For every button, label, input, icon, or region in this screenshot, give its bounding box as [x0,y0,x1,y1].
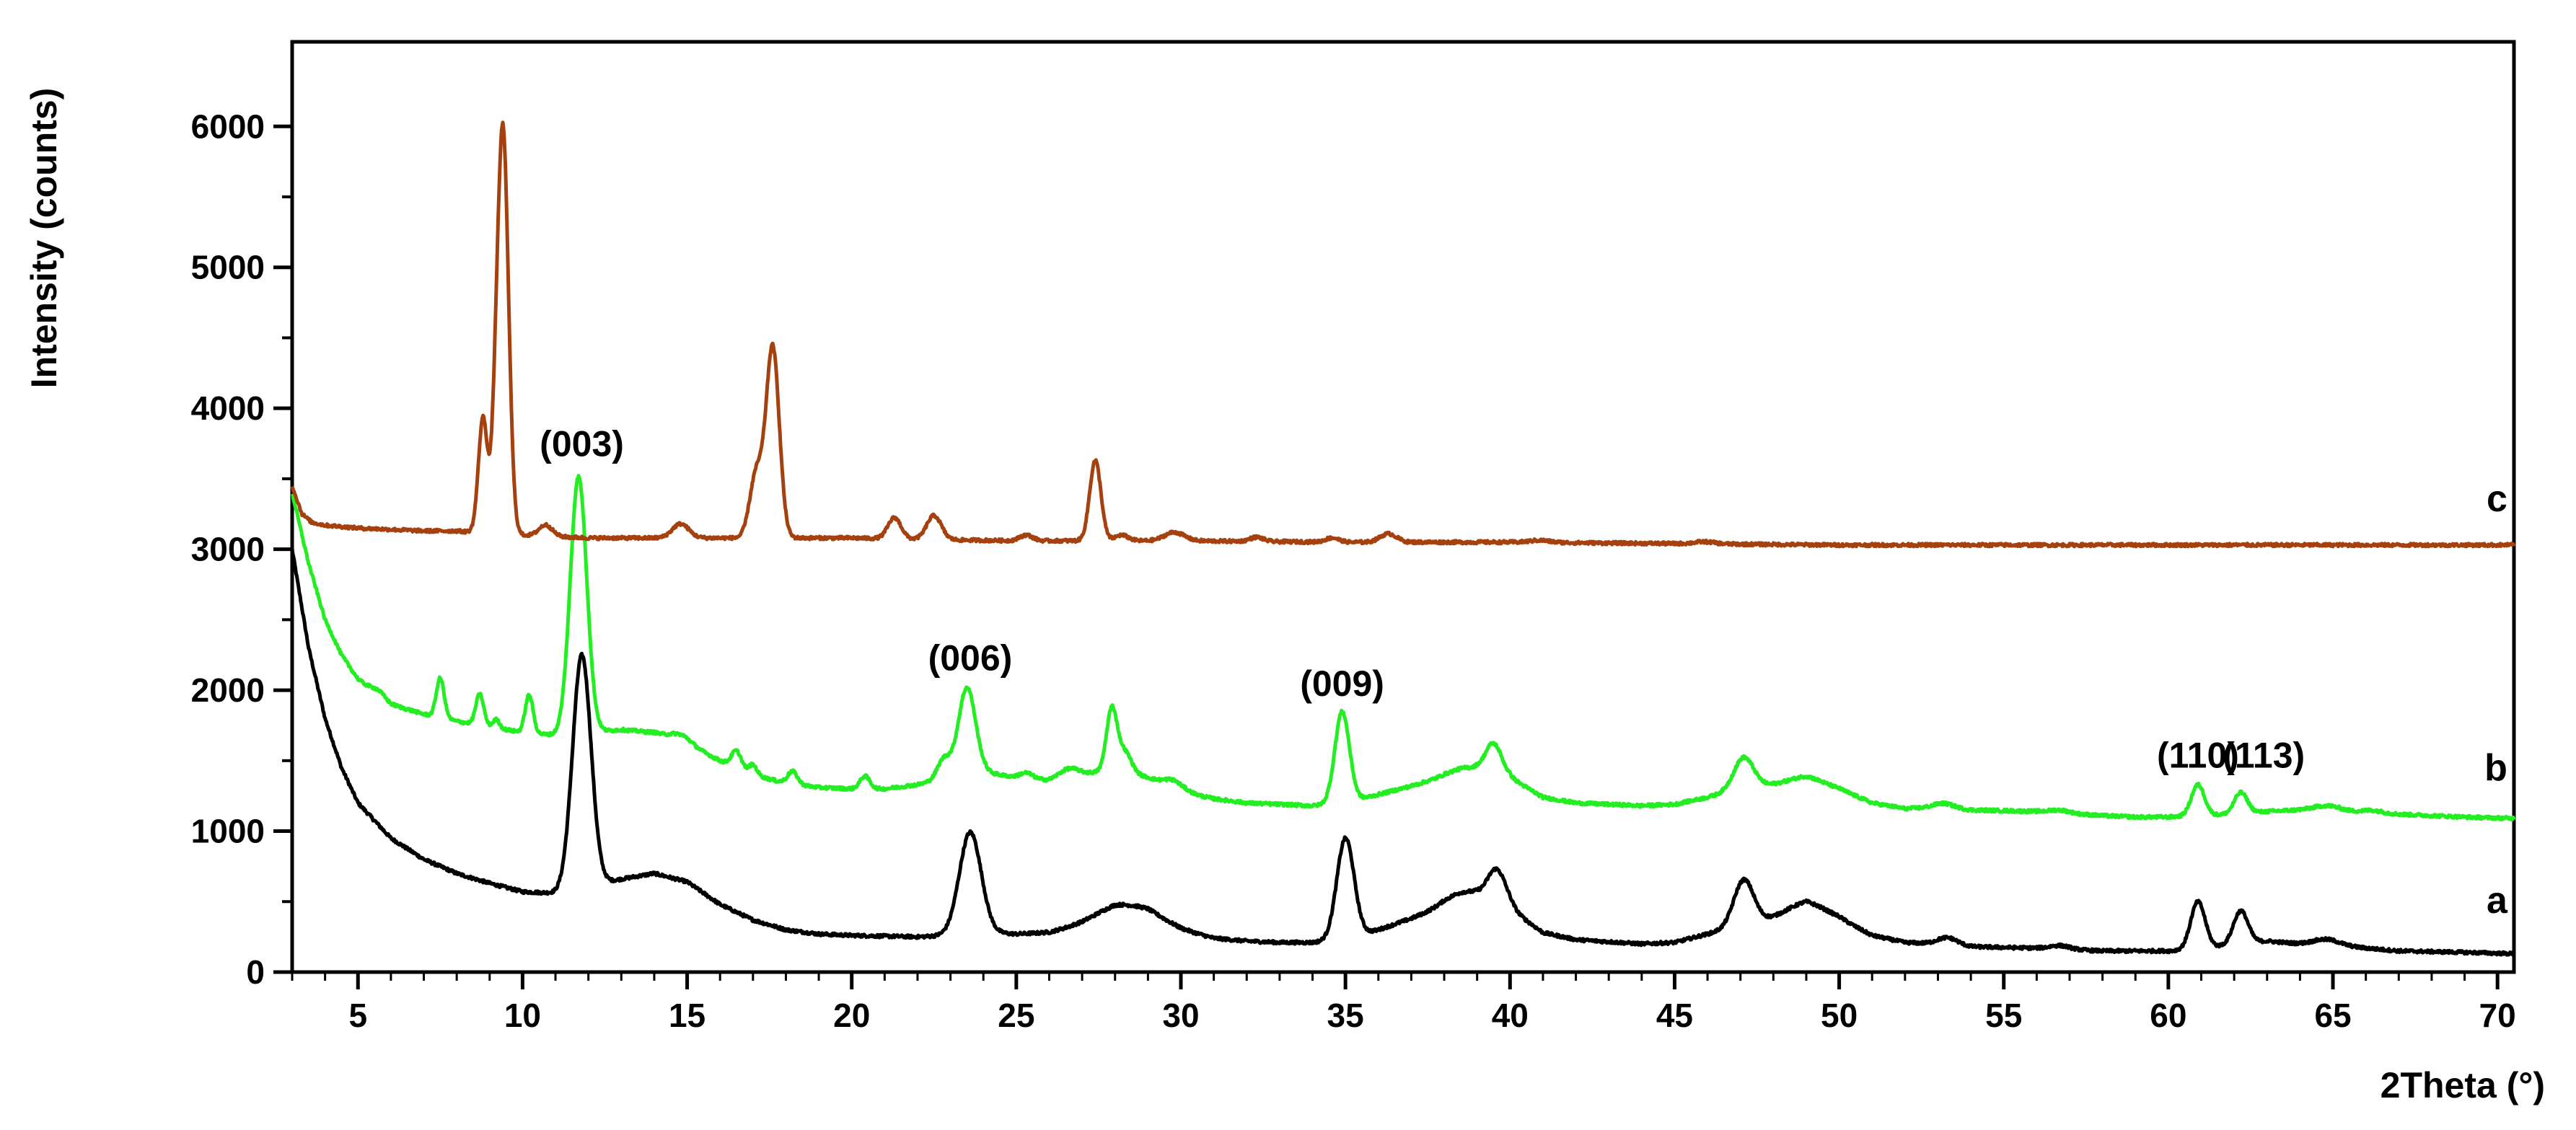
y-tick-label: 0 [246,953,265,991]
peak-annotation: (009) [1300,663,1384,704]
y-tick-label: 1000 [191,813,265,850]
peak-annotation: (110) [2157,736,2239,776]
series-label-b: b [2484,747,2507,789]
y-axis-ticks: 0 1000 2000 3000 4000 5000 6000 [191,107,292,991]
peak-annotations: (003) (006) (009) (110)(113) [540,424,2305,776]
y-tick-label: 6000 [191,107,265,145]
x-tick-label: 15 [669,997,705,1034]
series-lines [290,120,2516,957]
x-tick-label: 45 [1656,997,1693,1034]
x-tick-label: 35 [1327,997,1364,1034]
y-tick-label: 4000 [191,389,265,427]
x-tick-label: 70 [2479,997,2516,1034]
x-tick-label: 50 [1821,997,1858,1034]
x-tick-label: 60 [2150,997,2186,1034]
y-axis-title: Intensity (counts) [24,88,64,389]
series-label-c: c [2487,478,2507,520]
peak-annotation: (113) [2223,736,2305,776]
series-line-b [290,474,2516,822]
x-tick-label: 65 [2314,997,2351,1034]
y-tick-label: 2000 [191,671,265,709]
series-label-a: a [2487,880,2508,922]
series-line-a [290,548,2515,957]
x-tick-label: 5 [348,997,367,1034]
peak-annotation: (003) [540,424,624,464]
x-tick-label: 55 [1985,997,2022,1034]
series-line-c [290,120,2516,549]
x-tick-label: 10 [504,997,541,1034]
plot-frame [290,40,2516,974]
x-tick-label: 20 [833,997,870,1034]
x-tick-label: 25 [998,997,1034,1034]
x-axis-title: 2Theta (°) [2381,1065,2545,1105]
series-labels: a b c [2484,478,2508,922]
x-tick-label: 40 [1492,997,1529,1034]
peak-annotation: (006) [928,638,1013,679]
y-tick-label: 5000 [191,249,265,286]
x-tick-label: 30 [1162,997,1199,1034]
x-axis-ticks: 5 10 15 20 25 30 35 40 45 50 55 60 65 70 [291,972,2516,1034]
y-tick-label: 3000 [191,531,265,568]
